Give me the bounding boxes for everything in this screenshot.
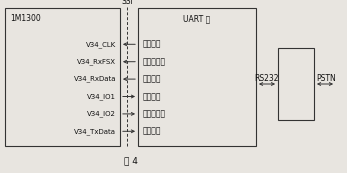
Bar [5,8,120,146]
Text: V34_IO2: V34_IO2 [87,111,116,117]
Text: V34_RxData: V34_RxData [74,76,116,83]
Bar [138,8,256,146]
Text: UART 板: UART 板 [183,14,211,23]
Text: 发送帧同步: 发送帧同步 [143,109,166,118]
Text: 发送数据: 发送数据 [143,127,161,136]
Text: SSI: SSI [121,0,133,6]
Text: 1M1300: 1M1300 [10,14,41,23]
Text: V34_IO1: V34_IO1 [87,93,116,100]
Bar [278,48,314,120]
Text: V34_CLK: V34_CLK [86,41,116,48]
Text: 发送时钟: 发送时钟 [143,92,161,101]
Text: V34_RxFSX: V34_RxFSX [77,58,116,65]
Text: 图 4: 图 4 [124,156,137,165]
Text: V34_TxData: V34_TxData [74,128,116,135]
Text: 接收时钟: 接收时钟 [143,40,161,49]
Text: 接收数据: 接收数据 [143,75,161,84]
Text: RS232: RS232 [255,74,279,83]
Text: PSTN: PSTN [316,74,336,83]
Text: 接收帧同步: 接收帧同步 [143,57,166,66]
